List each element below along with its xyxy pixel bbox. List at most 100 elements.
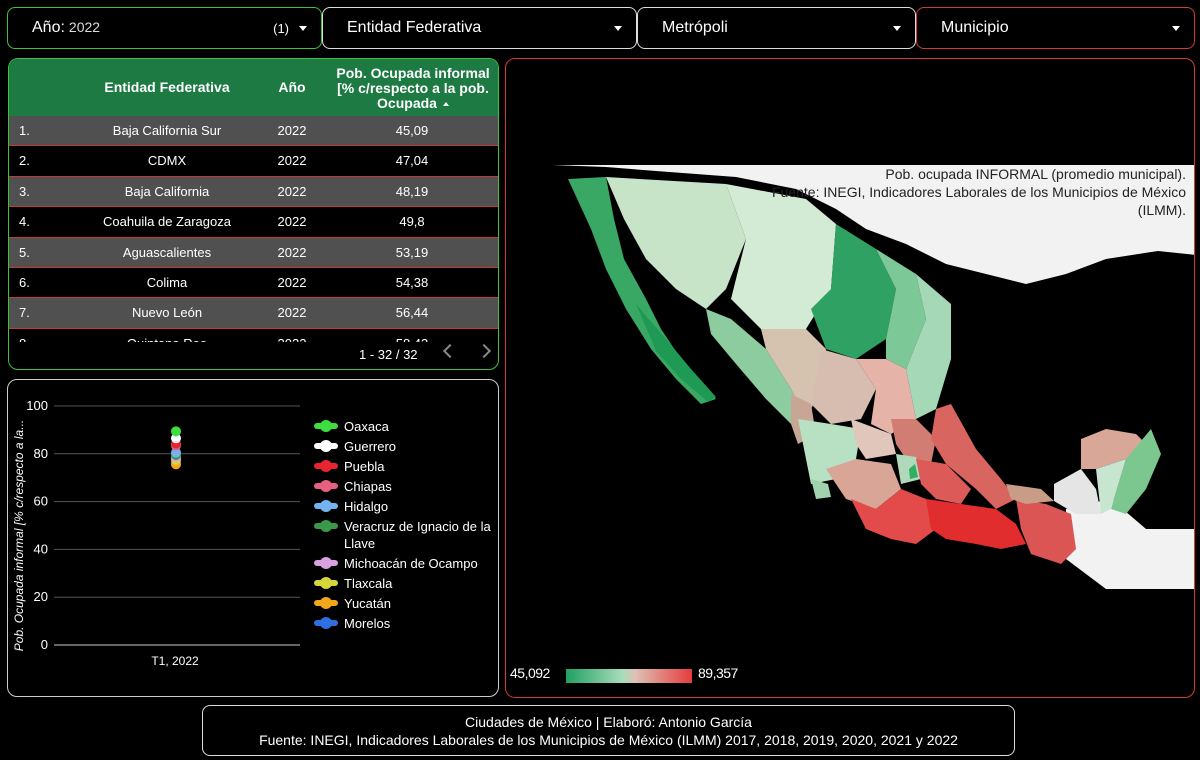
header-entidad[interactable]: Entidad Federativa: [104, 79, 230, 95]
map-region-san-luis-potosi: [856, 359, 916, 434]
header-anio[interactable]: Año: [278, 79, 306, 95]
map-background-land: [552, 165, 1194, 284]
legend-item[interactable]: Guerrero: [314, 438, 494, 455]
mexico-choropleth-map[interactable]: [506, 59, 1195, 698]
legend-label: Oaxaca: [344, 419, 389, 434]
caret-down-icon: [1172, 25, 1180, 31]
row-index: 6.: [19, 274, 30, 290]
legend-item[interactable]: Veracruz de Ignacio de la Llave: [314, 518, 494, 552]
map-region-tabasco: [1006, 484, 1054, 504]
municipio-filter[interactable]: Municipio: [916, 7, 1195, 49]
table-row[interactable]: 6. Colima 2022 54,38: [9, 268, 498, 299]
year-filter-value: 2022: [68, 19, 101, 35]
map-region-sinaloa: [706, 309, 806, 429]
caret-down-icon: [893, 25, 901, 31]
map-region-guerrero: [851, 489, 936, 544]
legend-item[interactable]: Oaxaca: [314, 418, 494, 435]
legend-item[interactable]: Chiapas: [314, 478, 494, 495]
header-valor[interactable]: Pob. Ocupada informal [% c/respecto a la…: [327, 65, 498, 111]
map-region-queretaro-hidalgo: [891, 419, 936, 464]
row-anio: 2022: [277, 123, 307, 138]
row-index: 2.: [19, 153, 30, 169]
row-valor: 49,8: [399, 214, 425, 230]
legend-item[interactable]: Michoacán de Ocampo: [314, 555, 494, 572]
row-index: 8.: [19, 329, 30, 342]
data-point: [171, 426, 181, 437]
year-filter[interactable]: Año: 2022 (1): [7, 7, 322, 49]
map-region-sonora: [606, 177, 746, 309]
table-row[interactable]: 5. Aguascalientes 2022 53,19: [9, 237, 498, 268]
footer-line1: Ciudades de México | Elaboró: Antonio Ga…: [465, 714, 752, 730]
legend-label: Veracruz de Ignacio de la Llave: [344, 519, 491, 551]
legend-marker-icon: [314, 480, 338, 492]
legend-marker-icon: [314, 500, 338, 512]
pagination-status: 1 - 32 / 32: [359, 347, 418, 362]
row-index: 7.: [19, 305, 30, 321]
legend-marker-icon: [314, 597, 338, 609]
metropoli-filter[interactable]: Metrópoli: [637, 7, 916, 49]
map-region-quintana-roo: [1111, 429, 1161, 514]
row-valor: 54,38: [395, 274, 429, 290]
map-region-chihuahua: [726, 184, 836, 329]
legend-label: Hidalgo: [344, 499, 389, 514]
row-anio: 2022: [277, 183, 307, 199]
legend-item[interactable]: Tlaxcala: [314, 575, 494, 592]
year-filter-count: (1): [273, 20, 289, 36]
footer-credits: Ciudades de México | Elaboró: Antonio Ga…: [202, 705, 1015, 756]
table-row[interactable]: 2. CDMX 2022 47,04: [9, 146, 498, 177]
row-anio: 2022: [277, 153, 307, 169]
y-tick-label: 0: [41, 637, 48, 652]
map-region-nuevo-leon: [876, 249, 926, 369]
table-row[interactable]: 1. Baja California Sur 2022 45,09: [9, 116, 498, 147]
row-index: 5.: [19, 244, 30, 260]
row-valor: 58,43: [327, 329, 497, 342]
row-anio: 2022: [277, 244, 307, 260]
map-region-yucatan: [1081, 429, 1146, 469]
map-region-michoacan: [826, 459, 901, 509]
row-anio: 2022: [271, 329, 313, 342]
map-coastline: [625, 228, 682, 330]
map-region-veracruz: [931, 404, 1016, 509]
state-filter-label: Entidad Federativa: [347, 19, 482, 36]
legend-marker-icon: [314, 577, 338, 589]
map-title-line1: Pob. ocupada INFORMAL (promedio municipa…: [885, 166, 1186, 182]
chevron-left-icon[interactable]: [442, 343, 458, 359]
map-region-campeche: [1054, 469, 1101, 514]
legend-item[interactable]: Yucatán: [314, 595, 494, 612]
row-entidad: Aguascalientes: [122, 244, 212, 260]
legend-label: Yucatán: [344, 596, 391, 611]
table-row[interactable]: 4. Coahuila de Zaragoza 2022 49,8: [9, 207, 498, 238]
table-row[interactable]: 8. Quintana Roo 2022 58,43: [9, 329, 498, 342]
legend-marker-icon: [314, 557, 338, 569]
legend-item[interactable]: Hidalgo: [314, 498, 494, 515]
map-region-tamaulipas: [906, 274, 951, 419]
legend-item[interactable]: Puebla: [314, 458, 494, 475]
y-tick-label: 60: [34, 494, 48, 509]
x-tick-label: T1, 2022: [151, 654, 199, 668]
data-point: [171, 447, 181, 458]
row-valor: 47,04: [395, 153, 429, 169]
chevron-right-icon[interactable]: [476, 343, 492, 359]
legend-label: Tlaxcala: [344, 576, 393, 591]
legend-label: Morelos: [344, 616, 391, 631]
table-row[interactable]: 3. Baja California 2022 48,19: [9, 176, 498, 208]
map-region-oaxaca: [926, 499, 1026, 549]
y-tick-label: 20: [34, 589, 48, 604]
state-filter[interactable]: Entidad Federativa: [322, 7, 637, 49]
row-entidad: Quintana Roo: [69, 329, 265, 342]
table-row[interactable]: 7. Nuevo León 2022 56,44: [9, 298, 498, 329]
table-body: 1. Baja California Sur 2022 45,09 2. CDMX 2022…: [9, 116, 498, 342]
row-index: 3.: [19, 183, 30, 199]
map-title: Pob. ocupada INFORMAL (promedio municipa…: [772, 165, 1186, 219]
map-region-chiapas: [1016, 499, 1076, 564]
map-region-zacatecas: [811, 349, 876, 424]
metropoli-filter-label: Metrópoli: [662, 19, 728, 36]
legend-label: Chiapas: [344, 479, 392, 494]
scale-min: 45,092: [510, 665, 550, 681]
header-valor-line1: Pob. Ocupada informal: [336, 65, 490, 81]
row-entidad: Colima: [146, 274, 188, 290]
legend-item[interactable]: Morelos: [314, 615, 494, 632]
header-valor-line3: Ocupada: [377, 95, 437, 111]
informality-chart: 0 20 40 60 80 100 T1, 2022 Pob. Ocupada informa…: [7, 379, 499, 697]
map-region-coahuila: [811, 224, 896, 359]
